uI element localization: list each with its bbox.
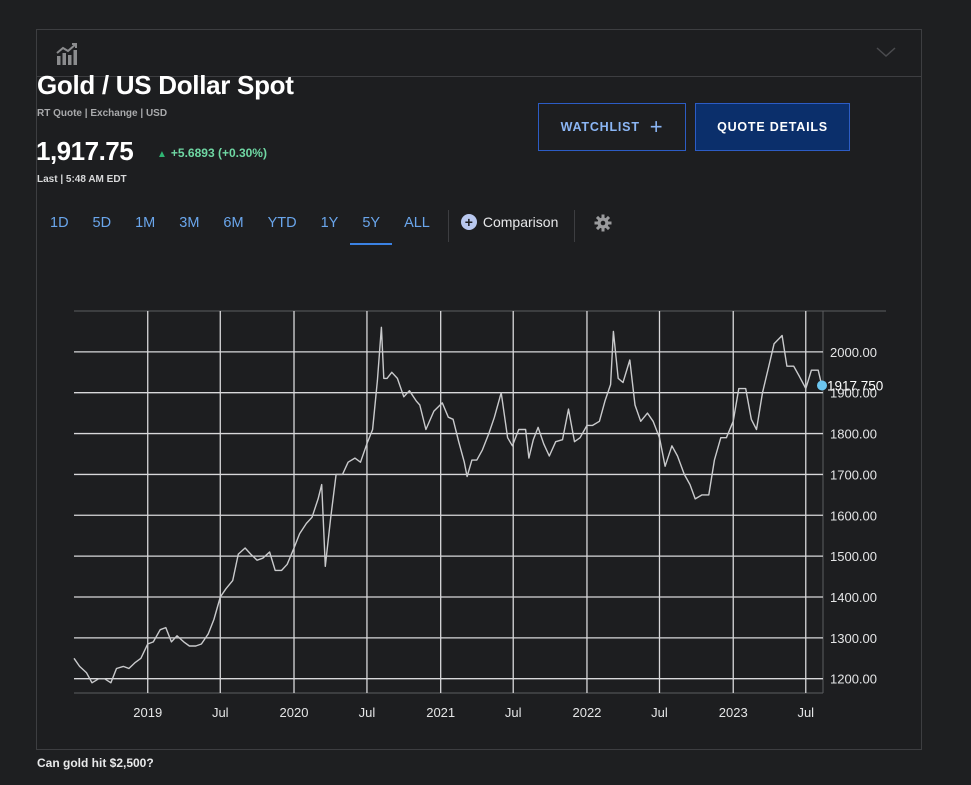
watchlist-button[interactable]: WATCHLIST +: [538, 103, 686, 151]
card-header: [37, 30, 921, 77]
x-tick-label: 2019: [133, 705, 162, 720]
x-tick-label: Jul: [505, 705, 522, 720]
price-change-value: +5.6893 (+0.30%): [170, 146, 267, 160]
x-tick-label: 2022: [572, 705, 601, 720]
instrument-title: Gold / US Dollar Spot: [37, 70, 294, 100]
range-1d[interactable]: 1D: [50, 215, 69, 231]
price-change: ▲ +5.6893 (+0.30%): [157, 146, 267, 160]
x-tick-label: Jul: [212, 705, 229, 720]
up-arrow-icon: ▲: [157, 149, 167, 160]
y-tick-label: 1200.00: [830, 672, 877, 687]
watchlist-label: WATCHLIST: [560, 120, 640, 134]
last-price: 1,917.75: [36, 136, 134, 166]
y-tick-label: 2000.00: [830, 345, 877, 360]
y-tick-label: 1500.00: [830, 549, 877, 564]
last-price-marker: [817, 380, 827, 391]
chart-bars-up-icon[interactable]: [55, 41, 81, 72]
y-tick-label: 1600.00: [830, 508, 877, 523]
range-6m[interactable]: 6M: [223, 215, 244, 231]
gear-icon[interactable]: [581, 208, 623, 238]
y-tick-label: 1900.00: [830, 386, 877, 401]
divider: [574, 210, 576, 242]
y-tick-label: 1800.00: [830, 427, 877, 442]
article-link[interactable]: Can gold hit $2,500?: [37, 756, 154, 770]
quote-subline: RT Quote | Exchange | USD: [37, 108, 168, 119]
x-tick-label: Jul: [797, 705, 814, 720]
comparison-label: Comparison: [482, 214, 559, 230]
last-price-label: 1917.750: [827, 378, 883, 393]
last-update-time: Last | 5:48 AM EDT: [37, 174, 127, 185]
y-tick-label: 1700.00: [830, 467, 877, 482]
y-tick-label: 1400.00: [830, 590, 877, 605]
x-tick-label: 2023: [719, 705, 748, 720]
x-tick-label: Jul: [359, 705, 376, 720]
range-5d[interactable]: 5D: [92, 215, 112, 231]
range-all[interactable]: ALL: [404, 215, 430, 231]
range-5y[interactable]: 5Y: [350, 208, 393, 245]
range-3m[interactable]: 3M: [179, 215, 200, 231]
chevron-down-icon[interactable]: [875, 45, 897, 64]
x-tick-label: 2020: [280, 705, 309, 720]
y-tick-label: 1300.00: [830, 631, 877, 646]
time-range-selector: 1D 5D 1M 3M 6M YTD 1Y 5Y ALL + Comparison: [38, 208, 623, 248]
x-tick-label: Jul: [651, 705, 668, 720]
price-series-line: [73, 326, 823, 684]
range-1y[interactable]: 1Y: [320, 215, 339, 231]
divider: [447, 210, 449, 242]
comparison-button[interactable]: + Comparison: [455, 208, 568, 230]
range-1m[interactable]: 1M: [135, 215, 156, 231]
quote-details-button[interactable]: QUOTE DETAILS: [695, 103, 850, 151]
add-circle-icon: +: [460, 214, 477, 230]
x-tick-label: 2021: [426, 705, 455, 720]
plus-icon: +: [649, 114, 664, 139]
range-ytd[interactable]: YTD: [267, 215, 297, 231]
